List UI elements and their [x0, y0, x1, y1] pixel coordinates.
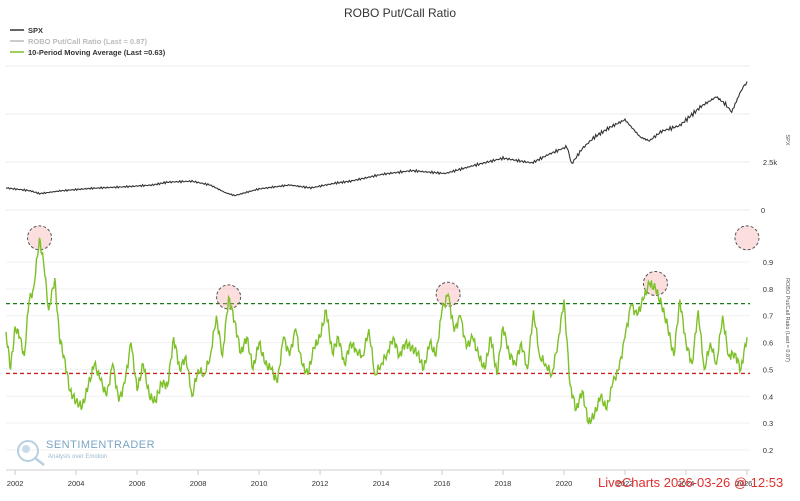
x-tick-label: 2006 [129, 479, 146, 488]
watermark: SENTIMENTRADER Analysis over Emotion [17, 439, 155, 466]
x-tick-label: 2020 [556, 479, 573, 488]
bottom-grid [6, 261, 750, 451]
spx-line [5, 81, 748, 197]
bottom-ytick-label: 0.5 [763, 365, 773, 374]
legend-label-spx[interactable]: SPX [28, 26, 43, 35]
x-tick-label: 2004 [68, 479, 85, 488]
x-tick-label: 2016 [434, 479, 451, 488]
x-tick-label: 2002 [7, 479, 24, 488]
x-tick-label: 2012 [312, 479, 329, 488]
watermark-brand: SENTIMENTRADER [46, 439, 155, 451]
legend-label-ma[interactable]: 10-Period Moving Average (Last =0.63) [28, 48, 166, 57]
bottom-ytick-label: 0.4 [763, 392, 773, 401]
reference-lines [6, 302, 750, 375]
bottom-y-ticks: 0.2 0.3 0.4 0.5 0.6 0.7 0.8 0.9 [763, 258, 773, 455]
bottom-ytick-label: 0.6 [763, 339, 773, 348]
bottom-ytick-label: 0.7 [763, 312, 773, 321]
watermark-tagline: Analysis over Emotion [48, 454, 107, 460]
x-axis: 2002 2004 2006 2008 2010 2012 2014 2016 2018 2020… [6, 469, 753, 488]
highlight-circles [27, 225, 760, 310]
top-ytick-2500: 2.5k [763, 158, 777, 167]
x-tick-label: 2008 [190, 479, 207, 488]
moving-average-line [5, 237, 748, 425]
highlight-circle [734, 225, 760, 251]
livecharts-credit: LiveCharts 2026-03-26 @ 12:53 [598, 475, 783, 490]
top-panel: 0 2.5k SPX [5, 65, 790, 215]
bottom-ytick-label: 0.3 [763, 419, 773, 428]
x-tick-label: 2010 [251, 479, 268, 488]
watermark-logo-icon [17, 440, 39, 462]
top-ylabel: SPX [784, 134, 790, 145]
top-ytick-0: 0 [761, 206, 765, 215]
x-tick-label: 2018 [495, 479, 512, 488]
legend: SPX ROBO Put/Call Ratio (Last = 0.87) 10… [10, 26, 166, 57]
bottom-panel: 0.2 0.3 0.4 0.5 0.6 0.7 0.8 0.9 ROBO Put/Call R… [5, 225, 790, 466]
highlight-circle [642, 270, 668, 296]
x-tick-label: 2022 [617, 479, 634, 488]
bottom-ytick-label: 0.2 [763, 446, 773, 455]
watermark-logo-handle [34, 457, 45, 466]
chart-title: ROBO Put/Call Ratio [344, 6, 456, 20]
x-tick-label: 2014 [373, 479, 390, 488]
legend-label-putcall[interactable]: ROBO Put/Call Ratio (Last = 0.87) [28, 37, 147, 46]
bottom-ytick-label: 0.8 [763, 285, 773, 294]
watermark-logo-dot [22, 445, 30, 453]
x-tick-label: 2024 [678, 479, 695, 488]
bottom-ytick-label: 0.9 [763, 258, 773, 267]
x-tick-label: 2026 [736, 479, 753, 488]
bottom-ylabel: ROBO Put/Call Ratio (Last = 0.87) [784, 278, 790, 362]
